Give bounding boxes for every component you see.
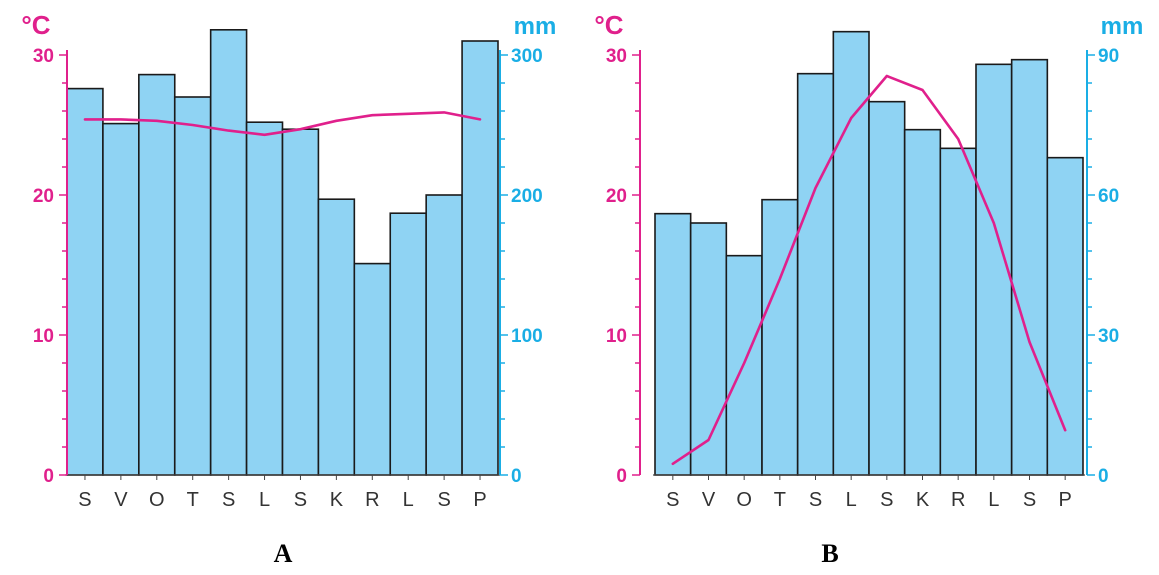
chart-b-left-tick-label: 30 (606, 46, 627, 67)
chart-b-bar-6 (832, 30, 870, 476)
chart-a-left-tick-label: 20 (33, 186, 54, 207)
chart-a-month-label: K (330, 489, 344, 511)
chart-b-bar-11 (1010, 58, 1049, 476)
chart-a-caption: A (274, 539, 293, 568)
chart-b-bar-4 (761, 198, 799, 476)
chart-b-right-tick-label: 60 (1098, 186, 1119, 207)
chart-b-bar-7 (868, 100, 906, 476)
chart-a-bar-3 (138, 73, 176, 476)
chart-b-bar-5 (796, 72, 835, 476)
chart-b-left-tick-label: 20 (606, 186, 627, 207)
chart-a-left-unit: °C (21, 10, 50, 40)
chart-a-month-label: R (365, 489, 379, 511)
chart-a-bar-10 (389, 212, 427, 476)
chart-b-right-tick-label: 0 (1098, 466, 1109, 487)
chart-a-month-label: T (187, 489, 199, 511)
chart-b-month-label: K (916, 489, 930, 511)
chart-b-month-label: T (774, 489, 786, 511)
chart-a-right-tick-label: 200 (511, 186, 543, 207)
chart-b-bar-10 (975, 63, 1013, 476)
chart-b-month-label: O (736, 489, 752, 511)
chart-a-month-label: S (78, 489, 91, 511)
chart-a-right-unit: mm (514, 13, 557, 40)
chart-a-left-tick-label: 10 (33, 326, 54, 347)
chart-b-month-label: R (951, 489, 965, 511)
chart-a-bar-5 (209, 28, 248, 476)
chart-b-month-label: S (880, 489, 893, 511)
chart-b-temperature-line (671, 74, 1067, 466)
chart-a-temperature-line (83, 111, 482, 137)
chart-a-month-label: O (149, 489, 165, 511)
chart-b-right-tick-label: 30 (1098, 326, 1119, 347)
chart-b-bar-12 (1046, 156, 1084, 476)
chart-a-right-tick-label: 100 (511, 326, 543, 347)
chart-b-month-label: L (846, 489, 857, 511)
chart-a-bar-8 (317, 198, 356, 476)
chart-a-right-tick-label: 300 (511, 46, 543, 67)
chart-b-month-label: S (666, 489, 679, 511)
chart-a-month-label: V (114, 489, 128, 511)
chart-b-caption: B (821, 539, 838, 568)
chart-a-bar-6 (245, 121, 284, 476)
chart-a-month-label: L (403, 489, 414, 511)
chart-b-month-label: V (702, 489, 716, 511)
chart-b-left-tick-label: 0 (616, 466, 627, 487)
chart-a-bar-9 (353, 262, 392, 476)
chart-b-bar-9 (939, 147, 977, 476)
chart-b-month-label: L (988, 489, 999, 511)
chart-b-right-unit: mm (1101, 13, 1144, 40)
chart-a-bar-11 (425, 194, 463, 476)
chart-a-bar-4 (173, 96, 212, 476)
chart-b-month-label: P (1058, 489, 1071, 511)
chart-a-right-tick-label: 0 (511, 466, 522, 487)
chart-a-bar-7 (281, 128, 320, 476)
chart-b-bar-8 (903, 128, 942, 476)
chart-b-month-label: S (1023, 489, 1036, 511)
chart-a-month-label: S (222, 489, 235, 511)
chart-b-left-tick-label: 10 (606, 326, 627, 347)
chart-a-month-label: L (259, 489, 270, 511)
chart-a-month-label: S (437, 489, 450, 511)
chart-b-month-label: S (809, 489, 822, 511)
chart-a-bar-12 (461, 40, 499, 476)
chart-b-left-unit: °C (594, 10, 623, 40)
chart-a-left-tick-label: 30 (33, 46, 54, 67)
chart-a-bar-1 (66, 87, 104, 476)
chart-b-bar-1 (654, 212, 692, 476)
chart-a-month-label: P (473, 489, 486, 511)
chart-a-bar-2 (102, 122, 140, 476)
chart-b-right-tick-label: 90 (1098, 46, 1119, 67)
chart-a-month-label: S (294, 489, 307, 511)
chart-a-left-tick-label: 0 (43, 466, 54, 487)
